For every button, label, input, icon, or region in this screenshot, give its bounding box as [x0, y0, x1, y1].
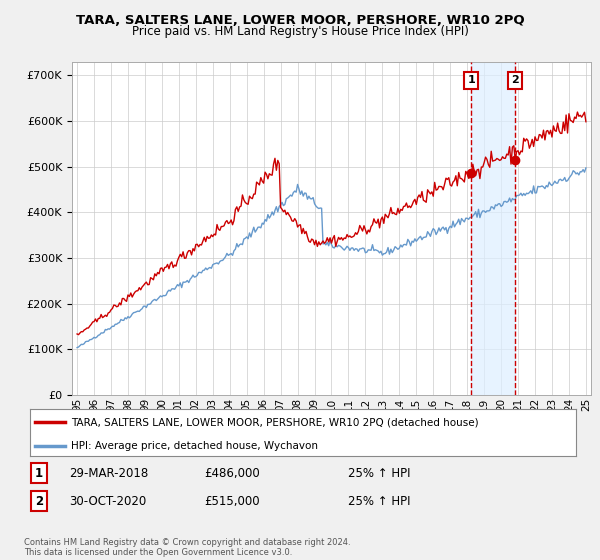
Text: HPI: Average price, detached house, Wychavon: HPI: Average price, detached house, Wych…	[71, 441, 318, 451]
Text: £515,000: £515,000	[204, 494, 260, 508]
Text: 2: 2	[511, 75, 519, 85]
Text: 2: 2	[35, 494, 43, 508]
Text: 1: 1	[467, 75, 475, 85]
Text: £486,000: £486,000	[204, 466, 260, 480]
Text: 30-OCT-2020: 30-OCT-2020	[69, 494, 146, 508]
Text: TARA, SALTERS LANE, LOWER MOOR, PERSHORE, WR10 2PQ: TARA, SALTERS LANE, LOWER MOOR, PERSHORE…	[76, 14, 524, 27]
Text: 1: 1	[35, 466, 43, 480]
Text: TARA, SALTERS LANE, LOWER MOOR, PERSHORE, WR10 2PQ (detached house): TARA, SALTERS LANE, LOWER MOOR, PERSHORE…	[71, 417, 479, 427]
Text: Contains HM Land Registry data © Crown copyright and database right 2024.
This d: Contains HM Land Registry data © Crown c…	[24, 538, 350, 557]
Text: 25% ↑ HPI: 25% ↑ HPI	[348, 466, 410, 480]
Text: Price paid vs. HM Land Registry's House Price Index (HPI): Price paid vs. HM Land Registry's House …	[131, 25, 469, 38]
Text: 29-MAR-2018: 29-MAR-2018	[69, 466, 148, 480]
Bar	[471, 62, 515, 395]
Text: 25% ↑ HPI: 25% ↑ HPI	[348, 494, 410, 508]
